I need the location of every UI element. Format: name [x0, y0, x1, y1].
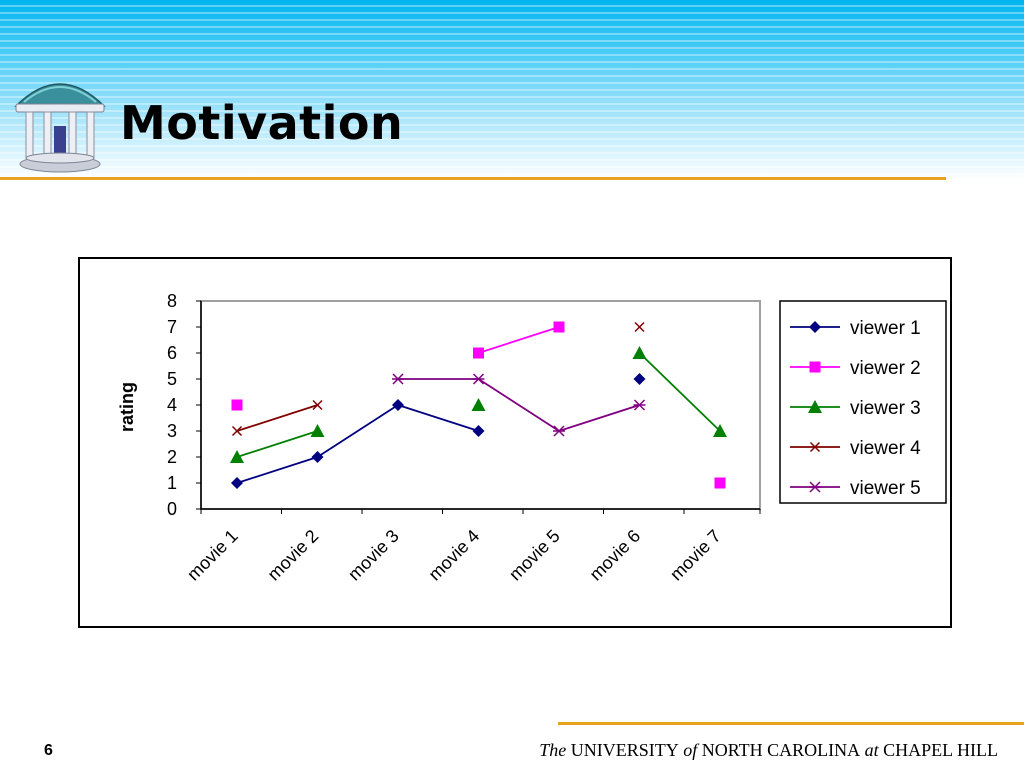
- y-tick-label: 8: [167, 291, 177, 311]
- series-3-point: [310, 424, 325, 437]
- series-4-segment: [236, 404, 318, 432]
- x-tick-label: movie 1: [183, 526, 242, 585]
- university-footer: The UNIVERSITY of NORTH CAROLINA at CHAP…: [539, 740, 998, 761]
- ratings-chart: 0 1 2 3 4 5 6 7 8 movie 1 movie 2 movie 3 movie 4 mo…: [117, 291, 947, 585]
- series-4-point: [231, 425, 243, 437]
- legend-label: viewer 5: [850, 478, 921, 499]
- legend-item: viewer 1: [790, 318, 921, 339]
- y-tick-label: 7: [167, 317, 177, 337]
- legend-marker: [809, 481, 821, 493]
- series-1-segment: [317, 404, 399, 458]
- series-2-point: [473, 347, 484, 359]
- x-tick-label: movie 6: [586, 526, 645, 585]
- series-1-point: [231, 477, 243, 489]
- series-3-point: [713, 424, 727, 437]
- legend-item: viewer 2: [790, 358, 921, 379]
- series-1-point: [311, 451, 324, 463]
- series-3-segment: [236, 430, 318, 458]
- series-4-point: [312, 399, 323, 411]
- series-3-point: [632, 346, 647, 359]
- x-tick-label: movie 2: [264, 526, 323, 585]
- y-tick-label: 5: [167, 369, 177, 389]
- x-tick-label: movie 3: [344, 526, 403, 585]
- series-1-point: [633, 373, 646, 385]
- footer-north-carolina: NORTH CAROLINA: [701, 740, 861, 760]
- series-5-point: [553, 425, 565, 437]
- legend-marker: [809, 361, 821, 373]
- slide-title: Motivation: [120, 96, 404, 150]
- series-5-point: [472, 373, 485, 385]
- chart-frame: 0 1 2 3 4 5 6 7 8 movie 1 movie 2 movie 3 movie 4 mo…: [78, 257, 952, 628]
- y-tick-label: 0: [167, 499, 177, 519]
- footer-chapel-hill: CHAPEL HILL: [883, 740, 998, 760]
- legend-box: [779, 300, 947, 504]
- page-number: 6: [44, 742, 53, 759]
- y-tick-label: 2: [167, 447, 177, 467]
- legend-marker: [809, 321, 821, 333]
- y-tick-label: 3: [167, 421, 177, 441]
- legend-item: viewer 5: [790, 478, 921, 499]
- y-tick-label: 6: [167, 343, 177, 363]
- x-tick-label: movie 4: [425, 526, 484, 585]
- series-5-segment: [558, 404, 640, 432]
- y-tick-label: 4: [167, 395, 177, 415]
- footer-the: The: [539, 740, 567, 760]
- series-5-segment: [478, 378, 560, 432]
- legend-marker: [808, 400, 822, 413]
- footer-at: at: [864, 740, 879, 760]
- y-tick-label: 1: [167, 473, 177, 493]
- series-2-segment: [478, 326, 560, 354]
- series-1-point: [472, 425, 485, 437]
- chart-legend: viewer 1 viewer 2 viewer 3 viewer 4 viewer 5: [779, 300, 947, 504]
- title-underline: [0, 177, 946, 180]
- series-2-point: [714, 477, 726, 489]
- legend-label: viewer 1: [850, 318, 921, 339]
- legend-label: viewer 3: [850, 398, 921, 419]
- series-5-point: [392, 373, 404, 385]
- footer-university: UNIVERSITY: [570, 740, 679, 760]
- series-5-point: [633, 399, 646, 411]
- y-axis-label: rating: [117, 382, 137, 432]
- series-3-segment: [638, 352, 721, 432]
- series-1-point: [392, 399, 404, 411]
- legend-marker: [809, 441, 821, 453]
- x-tick-label: movie 5: [505, 526, 564, 585]
- series-2-point: [553, 321, 565, 333]
- series-1-segment: [397, 404, 479, 432]
- legend-item: viewer 3: [790, 398, 921, 419]
- legend-item: viewer 4: [790, 438, 921, 459]
- series-2-point: [231, 399, 243, 411]
- series-3-point: [471, 398, 486, 411]
- legend-label: viewer 4: [850, 438, 921, 459]
- legend-label: viewer 2: [850, 358, 921, 379]
- footer-of: of: [683, 740, 698, 760]
- old-well-icon: [14, 83, 106, 173]
- x-tick-label: movie 7: [666, 526, 725, 585]
- footer-rule: [558, 722, 1024, 725]
- series-4-point: [634, 321, 645, 333]
- series-1-segment: [236, 456, 318, 484]
- header-banner: [0, 0, 1024, 180]
- series-3-point: [230, 450, 244, 463]
